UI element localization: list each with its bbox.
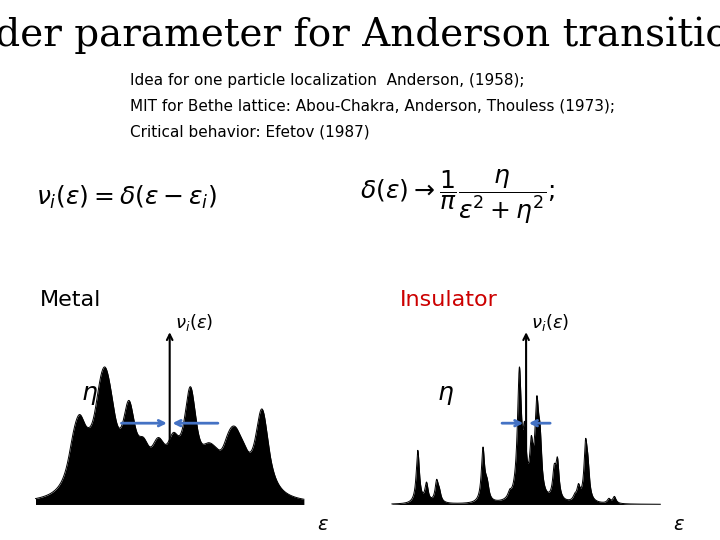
- Text: $\nu_i(\epsilon)$: $\nu_i(\epsilon)$: [531, 312, 570, 333]
- Text: Metal: Metal: [40, 289, 101, 310]
- Text: MIT for Bethe lattice: Abou-Chakra, Anderson, Thouless (1973);: MIT for Bethe lattice: Abou-Chakra, Ande…: [130, 99, 615, 114]
- Text: $\epsilon$: $\epsilon$: [317, 515, 328, 535]
- Text: $\nu_i(\epsilon) = \delta(\epsilon - \epsilon_i)$: $\nu_i(\epsilon) = \delta(\epsilon - \ep…: [36, 184, 217, 211]
- Text: Insulator: Insulator: [400, 289, 498, 310]
- Text: Idea for one particle localization  Anderson, (1958);: Idea for one particle localization Ander…: [130, 73, 524, 88]
- Text: $\eta$: $\eta$: [437, 383, 454, 407]
- Text: Order parameter for Anderson transition?: Order parameter for Anderson transition?: [0, 16, 720, 53]
- Text: $\delta(\epsilon) \rightarrow \dfrac{1}{\pi}\dfrac{\eta}{\epsilon^2 + \eta^2};$: $\delta(\epsilon) \rightarrow \dfrac{1}{…: [360, 168, 554, 226]
- Text: Critical behavior: Efetov (1987): Critical behavior: Efetov (1987): [130, 125, 369, 140]
- Text: $\epsilon$: $\epsilon$: [673, 515, 685, 535]
- Text: $\eta$: $\eta$: [81, 383, 98, 407]
- Text: $\nu_i(\epsilon)$: $\nu_i(\epsilon)$: [175, 312, 213, 333]
